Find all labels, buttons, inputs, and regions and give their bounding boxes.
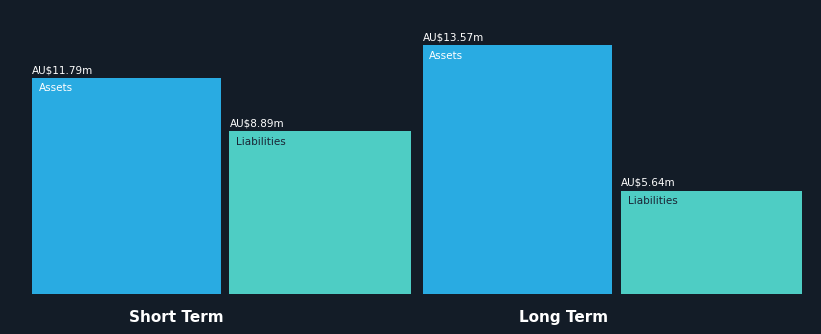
FancyBboxPatch shape [621,191,802,294]
FancyBboxPatch shape [32,78,222,294]
FancyBboxPatch shape [423,45,612,294]
Text: Liabilities: Liabilities [236,137,286,147]
Text: Assets: Assets [429,51,463,61]
Text: AU$13.57m: AU$13.57m [423,33,484,43]
Text: AU$5.64m: AU$5.64m [621,178,676,188]
Text: Long Term: Long Term [519,310,608,325]
FancyBboxPatch shape [230,131,410,294]
Text: AU$11.79m: AU$11.79m [32,65,94,75]
Text: Assets: Assets [39,84,73,94]
Text: AU$8.89m: AU$8.89m [230,118,284,128]
Text: Short Term: Short Term [129,310,223,325]
Text: Liabilities: Liabilities [628,196,677,206]
